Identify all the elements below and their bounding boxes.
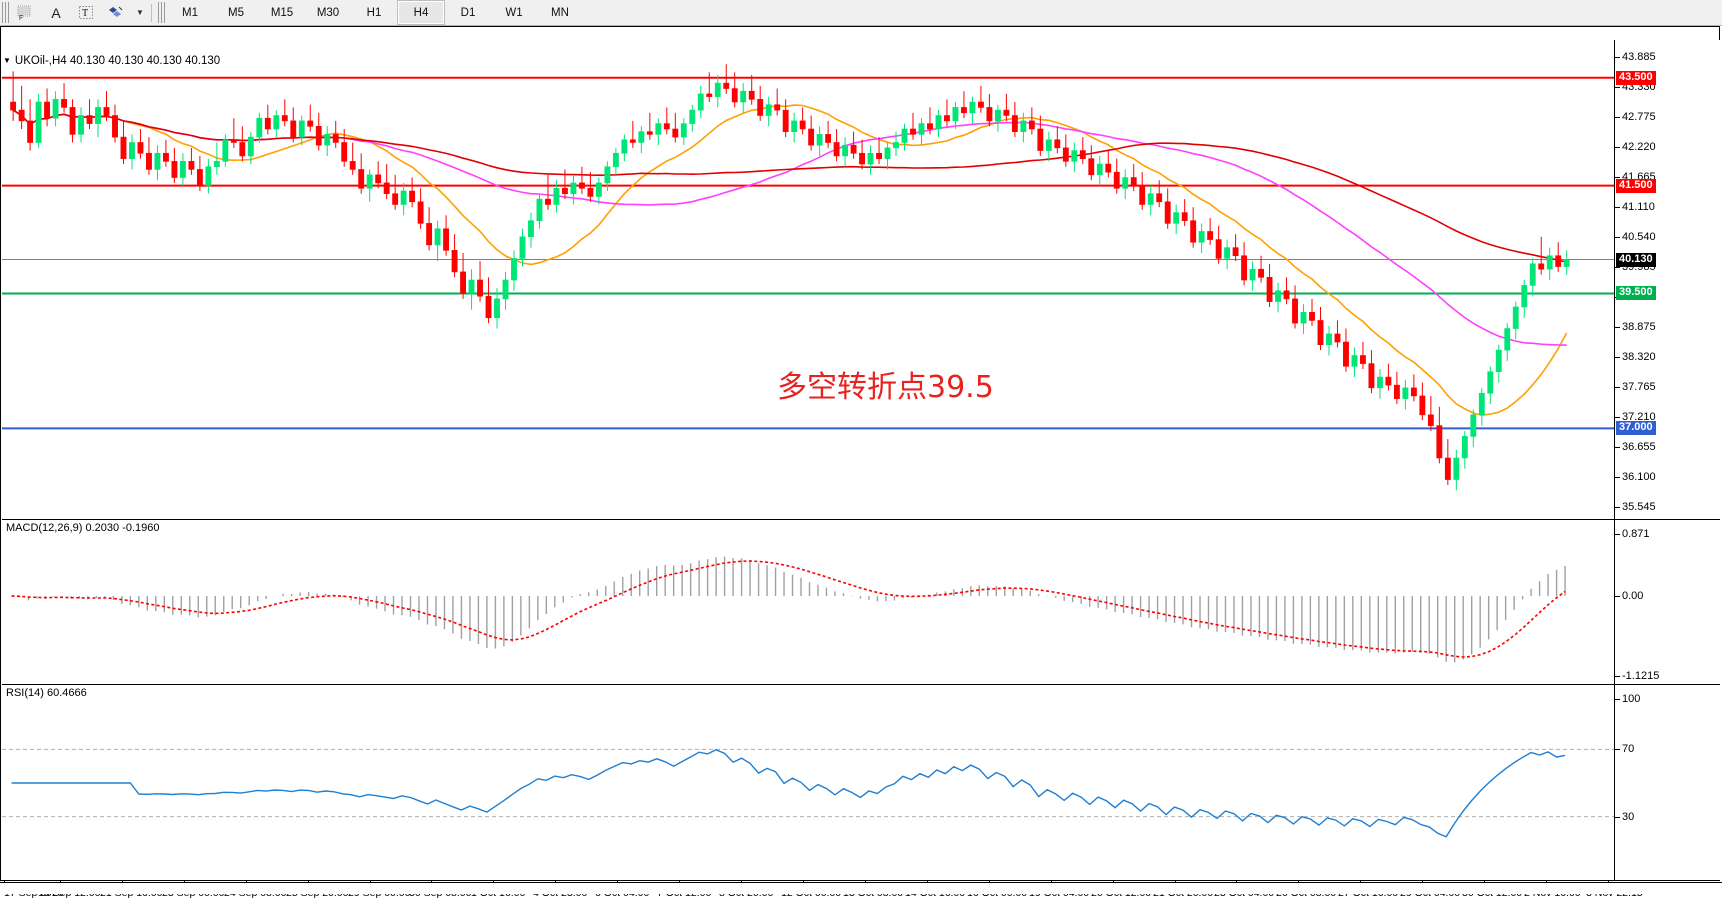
crosshair-template-icon[interactable]: F	[11, 1, 41, 24]
timeframe-group: M1 M5 M15 M30 H1 H4 D1 W1 MN	[167, 0, 583, 25]
macd-label: MACD(12,26,9) 0.2030 -0.1960	[6, 522, 160, 534]
rsi-axis[interactable]: 100 70 30	[1614, 685, 1720, 880]
macd-tick-label: 0.871	[1622, 528, 1650, 540]
price-tick	[1615, 116, 1620, 118]
timeframe-mn[interactable]: MN	[551, 6, 569, 19]
text-box-icon[interactable]: T	[71, 1, 101, 24]
svg-text:F: F	[19, 15, 23, 21]
macd-tick-label: 0.00	[1622, 590, 1644, 603]
current-price-40130-tag[interactable]: 40.130	[1616, 252, 1656, 267]
objects-icon[interactable]	[101, 1, 131, 24]
rsi-plot-area[interactable]	[2, 685, 1615, 880]
price-plot-area[interactable]: 多空转折点39.5	[2, 40, 1615, 519]
price-tick	[1615, 86, 1620, 88]
status-segment-right	[132, 882, 1722, 895]
price-tick	[1615, 56, 1620, 58]
annotation-text: 多空转折点39.5	[777, 370, 994, 405]
price-tick	[1615, 416, 1620, 418]
timeframe-m1[interactable]: M1	[182, 6, 198, 19]
collapse-triangle-icon[interactable]: ▼	[3, 56, 11, 65]
price-tick	[1615, 476, 1620, 478]
price-tick-label: 40.540	[1622, 231, 1656, 244]
symbol-ohlc-line: ▼ UKOil-,H4 40.130 40.130 40.130 40.130	[3, 55, 220, 67]
macd-tick	[1615, 534, 1620, 535]
price-tick	[1615, 327, 1620, 329]
level-43500-tag[interactable]: 43.500	[1616, 70, 1656, 85]
macd-plot-area[interactable]	[2, 520, 1615, 684]
price-tick-label: 42.775	[1622, 110, 1656, 123]
price-tick	[1615, 387, 1620, 389]
price-tick-label: 38.875	[1622, 321, 1656, 334]
status-bar	[0, 882, 1722, 894]
price-tick-label: 38.320	[1622, 351, 1656, 364]
timeframe-h1[interactable]: H1	[366, 6, 382, 19]
price-axis[interactable]: 43.885 43.330 42.775 42.220 41.665 41.110 40.5…	[1614, 40, 1720, 519]
price-tick	[1615, 176, 1620, 178]
level-41500-tag[interactable]: 41.500	[1616, 178, 1656, 193]
rsi-tick-label: 30	[1622, 810, 1635, 823]
macd-pane: MACD(12,26,9) 0.2030 -0.1960 0.871 0.00 -1…	[2, 520, 1720, 685]
price-tick-label: 37.765	[1622, 381, 1656, 394]
objects-dropdown-caret[interactable]: ▼	[136, 8, 144, 17]
symbol-ohlc-text: UKOil-,H4 40.130 40.130 40.130 40.130	[14, 55, 221, 67]
svg-text:T: T	[82, 8, 88, 19]
timeframe-m30[interactable]: M30	[316, 6, 340, 19]
rsi-tick	[1615, 749, 1620, 751]
macd-tick	[1615, 676, 1620, 677]
price-tick	[1615, 146, 1620, 148]
price-tick-label: 36.655	[1622, 440, 1656, 453]
price-tick-label: 43.885	[1622, 50, 1656, 63]
level-39500-tag[interactable]: 39.500	[1616, 286, 1656, 301]
price-tick-label: 41.110	[1622, 200, 1655, 213]
timeframe-m5[interactable]: M5	[228, 6, 244, 19]
rsi-label: RSI(14) 60.4666	[6, 687, 87, 699]
macd-svg	[11, 556, 1566, 663]
toolbar-divider	[151, 3, 152, 22]
timeframe-grip[interactable]	[158, 2, 167, 23]
timeframe-m15[interactable]: M15	[270, 6, 294, 19]
price-tick-label: 36.100	[1622, 470, 1656, 483]
rsi-tick-label: 100	[1622, 693, 1641, 705]
rsi-tick	[1615, 816, 1620, 818]
chart-frame: ▼ UKOil-,H4 40.130 40.130 40.130 40.130 多…	[0, 26, 1720, 902]
rsi-tick-label: 70	[1622, 743, 1635, 756]
toolbar-grip[interactable]	[2, 2, 11, 23]
timeframe-d1[interactable]: D1	[460, 6, 476, 19]
timeframe-w1[interactable]: W1	[505, 6, 523, 19]
rsi-pane: RSI(14) 60.4666 100 70 30	[2, 685, 1720, 880]
price-tick	[1615, 357, 1620, 359]
rsi-tick	[1615, 699, 1620, 700]
price-tick-label: 35.545	[1622, 500, 1656, 513]
toolbar: F A T ▼ M1 M5 M15 M30 H1 H4 D1 W1 MN	[0, 0, 1722, 26]
status-segment-left	[0, 882, 132, 895]
price-tick	[1615, 506, 1620, 508]
price-tick	[1615, 267, 1620, 269]
price-tick-label: 42.220	[1622, 140, 1656, 153]
price-pane: 多空转折点39.5 43.885 43.330 42.775 42.220 41.665…	[2, 40, 1720, 520]
price-tick	[1615, 206, 1620, 208]
macd-tick-label: -1.1215	[1622, 670, 1660, 682]
level-37000-tag[interactable]: 37.000	[1616, 421, 1656, 436]
rsi-svg	[2, 748, 1615, 838]
price-candles-svg	[2, 64, 1615, 491]
price-tick	[1615, 237, 1620, 239]
text-label-icon[interactable]: A	[51, 4, 61, 21]
price-tick	[1615, 446, 1620, 448]
macd-tick	[1615, 596, 1620, 598]
price-tick-label: 37.210	[1622, 410, 1656, 423]
macd-axis[interactable]: 0.871 0.00 -1.1215	[1614, 520, 1720, 684]
timeframe-h4[interactable]: H4	[397, 0, 445, 25]
